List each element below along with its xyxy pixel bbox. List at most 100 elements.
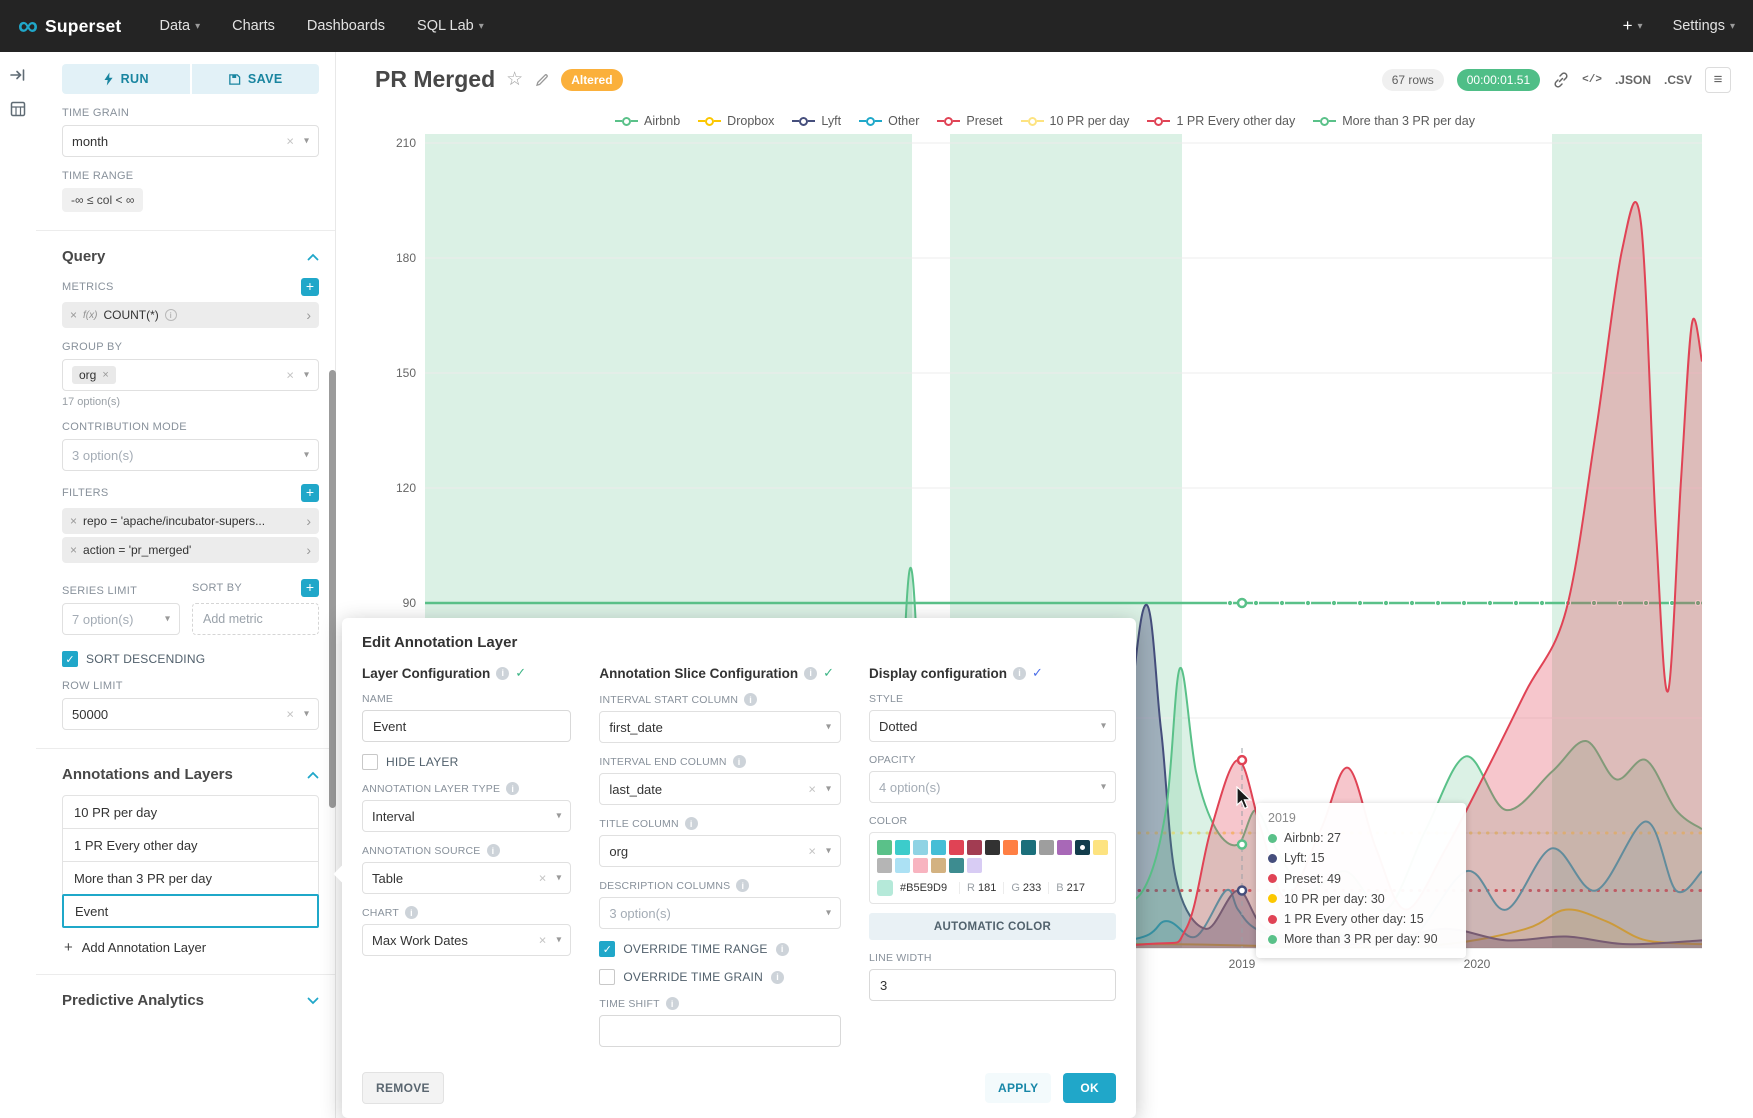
info-icon[interactable]: i	[506, 782, 520, 795]
clear-icon[interactable]: ×	[808, 781, 816, 797]
info-icon[interactable]: i	[665, 997, 679, 1010]
time-range-chip[interactable]: -∞ ≤ col < ∞	[62, 188, 144, 212]
favorite-star-icon[interactable]: ☆	[506, 69, 524, 90]
annotation-layer-item[interactable]: 1 PR Every other day	[62, 828, 319, 862]
interval-end-column-select[interactable]: last_date × ▾	[599, 773, 841, 805]
clear-icon[interactable]: ×	[538, 870, 547, 886]
legend-item[interactable]: 1 PR Every other day	[1147, 114, 1295, 128]
annotation-layer-item[interactable]: 10 PR per day	[62, 795, 319, 829]
hex-value-field[interactable]: #B5E9D9	[900, 882, 948, 894]
title-column-select[interactable]: org × ▾	[599, 835, 841, 867]
add-filter-plus-button[interactable]: +	[301, 484, 319, 502]
navbar-settings-menu[interactable]: Settings ▾	[1673, 18, 1735, 34]
annotation-source-select[interactable]: Table × ▾	[362, 862, 572, 894]
nav-item-dashboards[interactable]: Dashboards	[306, 18, 386, 34]
color-swatch[interactable]	[913, 858, 928, 873]
legend-item[interactable]: Airbnb	[615, 114, 680, 128]
add-sort-metric-plus-button[interactable]: +	[301, 579, 319, 597]
remove-icon[interactable]: ×	[102, 369, 109, 381]
override-time-grain-checkbox[interactable]: OVERRIDE TIME GRAIN i	[599, 969, 841, 985]
color-swatch[interactable]	[931, 858, 946, 873]
color-swatch[interactable]	[967, 840, 982, 855]
color-swatch[interactable]	[949, 858, 964, 873]
info-icon[interactable]: i	[775, 942, 789, 956]
info-icon[interactable]: i	[804, 666, 818, 680]
color-swatch[interactable]	[895, 840, 910, 855]
expand-datasource-panel-icon[interactable]	[9, 66, 27, 84]
chart-select[interactable]: Max Work Dates × ▾	[362, 924, 572, 956]
name-input[interactable]	[362, 710, 572, 742]
info-icon[interactable]: i	[486, 844, 500, 857]
filter-chip[interactable]: × repo = 'apache/incubator-supers... ›	[62, 508, 319, 534]
hide-layer-checkbox[interactable]: HIDE LAYER	[362, 754, 571, 770]
save-button[interactable]: SAVE	[191, 64, 319, 94]
nav-item-data[interactable]: Data ▾	[159, 18, 201, 34]
color-swatch[interactable]	[1075, 840, 1090, 855]
info-icon[interactable]: i	[732, 755, 746, 768]
add-metric-plus-button[interactable]: +	[301, 278, 319, 296]
annotation-layer-type-select[interactable]: Interval ▾	[362, 800, 572, 832]
clear-icon[interactable]: ×	[286, 706, 294, 722]
legend-item[interactable]: More than 3 PR per day	[1313, 114, 1475, 128]
clear-icon[interactable]: ×	[538, 932, 547, 948]
clear-icon[interactable]: ×	[808, 843, 816, 859]
color-swatch[interactable]	[967, 858, 982, 873]
annotation-layer-item[interactable]: Event	[62, 894, 319, 928]
green-field[interactable]: G 233	[1003, 882, 1041, 894]
legend-item[interactable]: 10 PR per day	[1020, 114, 1129, 128]
superset-logo[interactable]: ∞ Superset	[18, 12, 121, 40]
sort-by-add-metric[interactable]: Add metric	[192, 603, 319, 635]
color-swatch[interactable]	[1093, 840, 1108, 855]
color-swatch[interactable]	[1039, 840, 1054, 855]
clear-icon[interactable]: ×	[286, 367, 294, 383]
remove-icon[interactable]: ×	[70, 308, 78, 322]
info-icon[interactable]: i	[744, 693, 758, 706]
legend-item[interactable]: Dropbox	[698, 114, 774, 128]
description-columns-select[interactable]: 3 option(s) ▾	[599, 897, 841, 929]
ok-button[interactable]: OK	[1063, 1073, 1116, 1103]
color-swatch[interactable]	[877, 858, 892, 873]
nav-item-sql-lab[interactable]: SQL Lab ▾	[417, 18, 484, 34]
color-swatch[interactable]	[1003, 840, 1018, 855]
apply-button[interactable]: APPLY	[984, 1073, 1052, 1103]
color-swatch[interactable]	[985, 840, 1000, 855]
nav-item-charts[interactable]: Charts	[232, 18, 275, 34]
info-icon[interactable]: i	[736, 879, 750, 892]
navbar-new-menu[interactable]: + ▾	[1623, 16, 1643, 36]
red-field[interactable]: R 181	[959, 882, 996, 894]
info-icon[interactable]: i	[496, 666, 510, 680]
line-width-input[interactable]	[869, 969, 1116, 1001]
view-query-icon[interactable]: </>	[1582, 73, 1602, 86]
share-link-icon[interactable]	[1553, 71, 1569, 88]
automatic-color-button[interactable]: AUTOMATIC COLOR	[869, 913, 1116, 940]
color-swatch[interactable]	[1021, 840, 1036, 855]
sidebar-scrollbar[interactable]	[329, 370, 336, 808]
predictive-section-header[interactable]: Predictive Analytics	[62, 992, 319, 1009]
style-select[interactable]: Dotted ▾	[869, 710, 1116, 742]
annotation-layer-item[interactable]: More than 3 PR per day	[62, 861, 319, 895]
time-grain-select[interactable]: month × ▾	[62, 125, 319, 157]
color-swatch[interactable]	[931, 840, 946, 855]
legend-item[interactable]: Lyft	[792, 114, 841, 128]
info-icon[interactable]: i	[770, 970, 784, 984]
export-csv-button[interactable]: .CSV	[1663, 72, 1692, 87]
color-swatch[interactable]	[913, 840, 928, 855]
interval-start-column-select[interactable]: first_date ▾	[599, 711, 841, 743]
sort-descending-checkbox[interactable]: ✓ SORT DESCENDING	[62, 651, 319, 667]
legend-item[interactable]: Other	[859, 114, 919, 128]
row-limit-select[interactable]: 50000 × ▾	[62, 698, 319, 730]
dataset-table-icon[interactable]	[9, 100, 27, 118]
opacity-select[interactable]: 4 option(s) ▾	[869, 771, 1116, 803]
query-section-header[interactable]: Query	[62, 248, 319, 265]
legend-item[interactable]: Preset	[937, 114, 1003, 128]
info-icon[interactable]: i	[404, 906, 418, 919]
info-icon[interactable]: i	[1013, 666, 1027, 680]
color-swatch[interactable]	[1057, 840, 1072, 855]
chart-menu-button[interactable]: ≡	[1705, 66, 1731, 93]
remove-button[interactable]: REMOVE	[362, 1072, 444, 1104]
edit-title-pencil-icon[interactable]	[534, 72, 550, 88]
metric-chip[interactable]: × f(x) COUNT(*) i ›	[62, 302, 319, 328]
color-swatch[interactable]	[895, 858, 910, 873]
contribution-mode-select[interactable]: 3 option(s) ▾	[62, 439, 319, 471]
override-time-range-checkbox[interactable]: ✓ OVERRIDE TIME RANGE i	[599, 941, 841, 957]
